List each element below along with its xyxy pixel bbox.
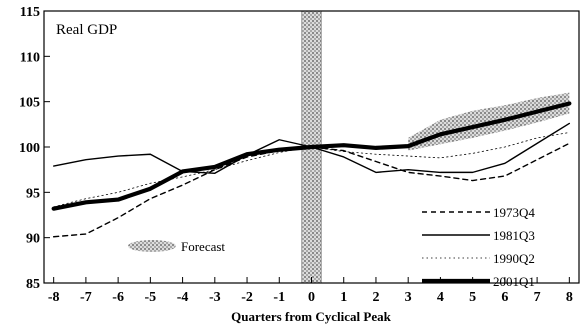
y-tick-label: 105	[19, 96, 40, 111]
x-tick-label: -2	[241, 290, 253, 305]
legend-swatch-forecast	[128, 240, 176, 252]
y-tick-label: 85	[26, 277, 40, 292]
y-tick-label: 100	[19, 141, 40, 156]
chart-title: Real GDP	[56, 22, 117, 38]
x-tick-label: -1	[273, 290, 285, 305]
legend-label-1990Q2: 1990Q2	[493, 251, 535, 266]
x-tick-label: 3	[405, 290, 412, 305]
x-tick-label: 0	[308, 290, 315, 305]
y-tick-label: 115	[20, 5, 40, 20]
x-axis-title: Quarters from Cyclical Peak	[231, 309, 391, 324]
x-tick-label: 7	[534, 290, 541, 305]
series-line-1990Q2	[53, 132, 570, 208]
legend: 1973Q4 1981Q3 1990Q2 2001Q1 Forecast	[128, 205, 535, 289]
x-tick-label: 2	[372, 290, 379, 305]
legend-label-forecast: Forecast	[181, 239, 225, 254]
x-tick-label: -6	[112, 290, 124, 305]
x-tick-label: 6	[501, 290, 508, 305]
x-tick-label: 1	[340, 290, 347, 305]
series-line-2001Q1	[51, 101, 572, 211]
legend-label-1973Q4: 1973Q4	[493, 205, 535, 220]
axis-ticks: 85 90 95 100 105 110 115 -8 -7 -6 -5 -4 -3 -2 -1 0 1 2 3 4 5…	[19, 5, 573, 305]
legend-label-1981Q3: 1981Q3	[493, 228, 535, 243]
x-tick-label: 8	[566, 290, 573, 305]
x-tick-label: -4	[177, 290, 189, 305]
y-tick-label: 95	[26, 186, 40, 201]
x-tick-label: -8	[48, 290, 60, 305]
series-lines	[51, 101, 572, 238]
y-tick-label: 110	[20, 50, 40, 65]
y-tick-label: 90	[26, 232, 40, 247]
x-tick-label: 5	[469, 290, 476, 305]
x-tick-label: -5	[145, 290, 157, 305]
x-tick-label: -3	[209, 290, 221, 305]
legend-label-2001Q1: 2001Q1	[493, 274, 535, 289]
x-tick-label: 4	[437, 290, 444, 305]
series-line-1973Q4	[52, 142, 571, 238]
x-tick-label: -7	[80, 290, 92, 305]
